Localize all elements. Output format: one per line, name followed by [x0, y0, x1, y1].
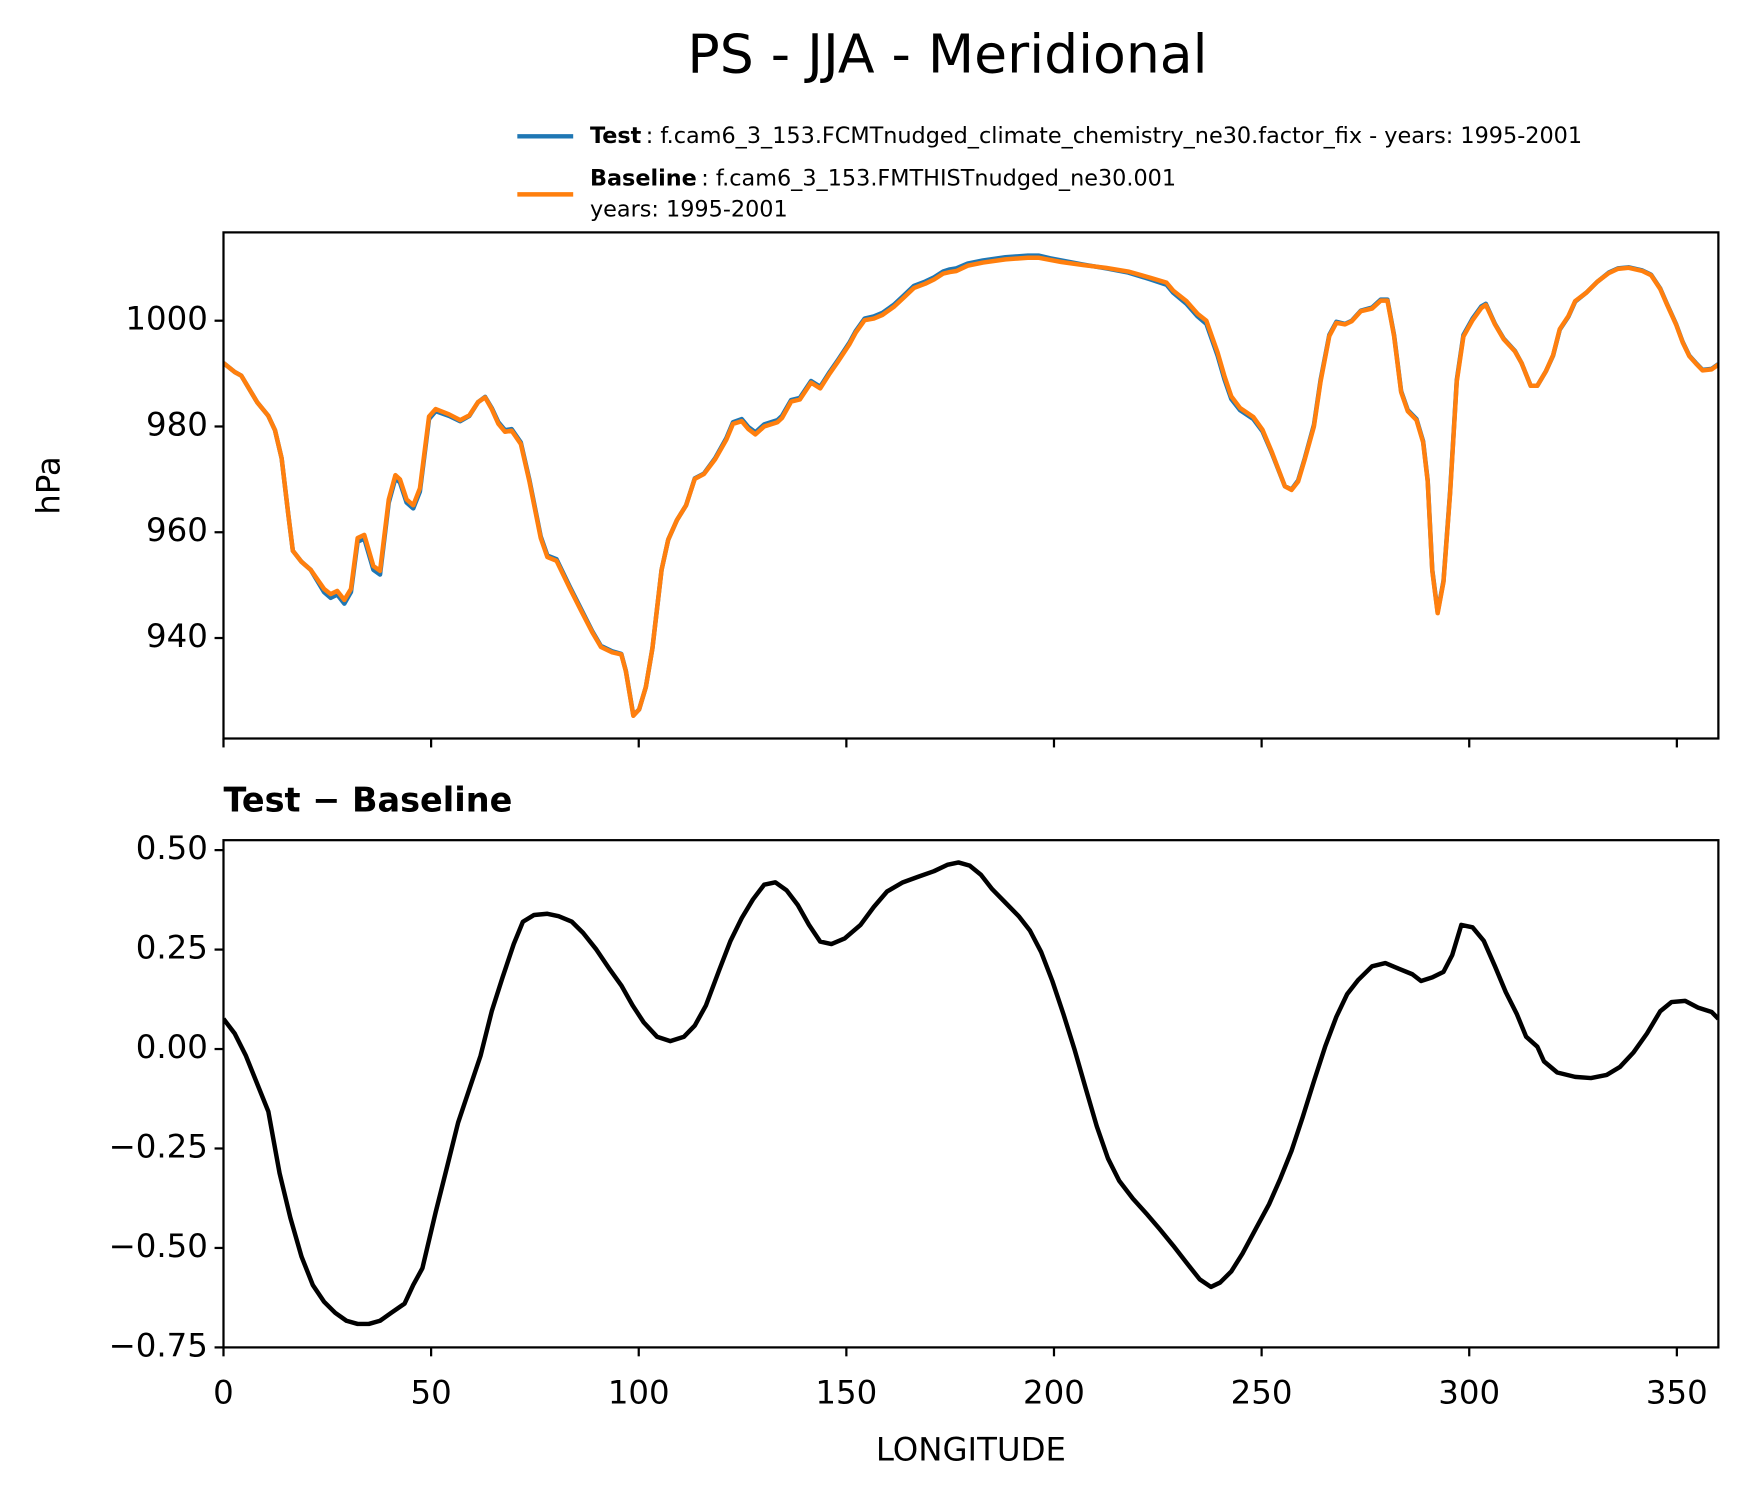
y-tick-label: 940: [146, 617, 208, 655]
data-line: [223, 860, 1719, 1327]
y-axis-label: hPa: [29, 456, 67, 514]
axes-frame: [222, 231, 1720, 740]
x-tick-label: 250: [1231, 1373, 1293, 1411]
y-tick-label: 0.25: [136, 929, 208, 967]
legend-name: Test: [590, 123, 642, 149]
x-tick-label: 150: [815, 1373, 877, 1411]
x-tick-label: 50: [411, 1373, 452, 1411]
legend-description: years: 1995-2001: [590, 197, 788, 223]
legend-description: : f.cam6_3_153.FCMTnudged_climate_chemis…: [646, 123, 1582, 149]
legend-description: : f.cam6_3_153.FMTHISTnudged_ne30.001: [701, 165, 1176, 191]
y-tick-label: 1000: [125, 300, 207, 338]
x-tick-label: 200: [1023, 1373, 1085, 1411]
y-tick-label: 960: [146, 511, 208, 549]
y-tick-label: −0.25: [109, 1127, 208, 1165]
x-tick-label: 300: [1438, 1373, 1500, 1411]
x-tick-label: 0: [213, 1373, 234, 1411]
axes-title: Test − Baseline: [223, 781, 512, 820]
figure-title: PS - JJA - Meridional: [687, 23, 1207, 86]
axes-frame: [222, 839, 1720, 1349]
y-tick-label: −0.75: [109, 1326, 208, 1364]
x-tick-label: 100: [608, 1373, 670, 1411]
y-tick-label: 0.00: [136, 1028, 208, 1066]
y-tick-label: 0.50: [136, 829, 208, 867]
legend-name: Baseline: [590, 165, 697, 191]
x-axis-label: LONGITUDE: [876, 1430, 1066, 1468]
y-tick-label: −0.50: [109, 1227, 208, 1265]
data-line: [223, 255, 1719, 719]
y-tick-label: 980: [146, 405, 208, 443]
x-tick-label: 350: [1646, 1373, 1708, 1411]
